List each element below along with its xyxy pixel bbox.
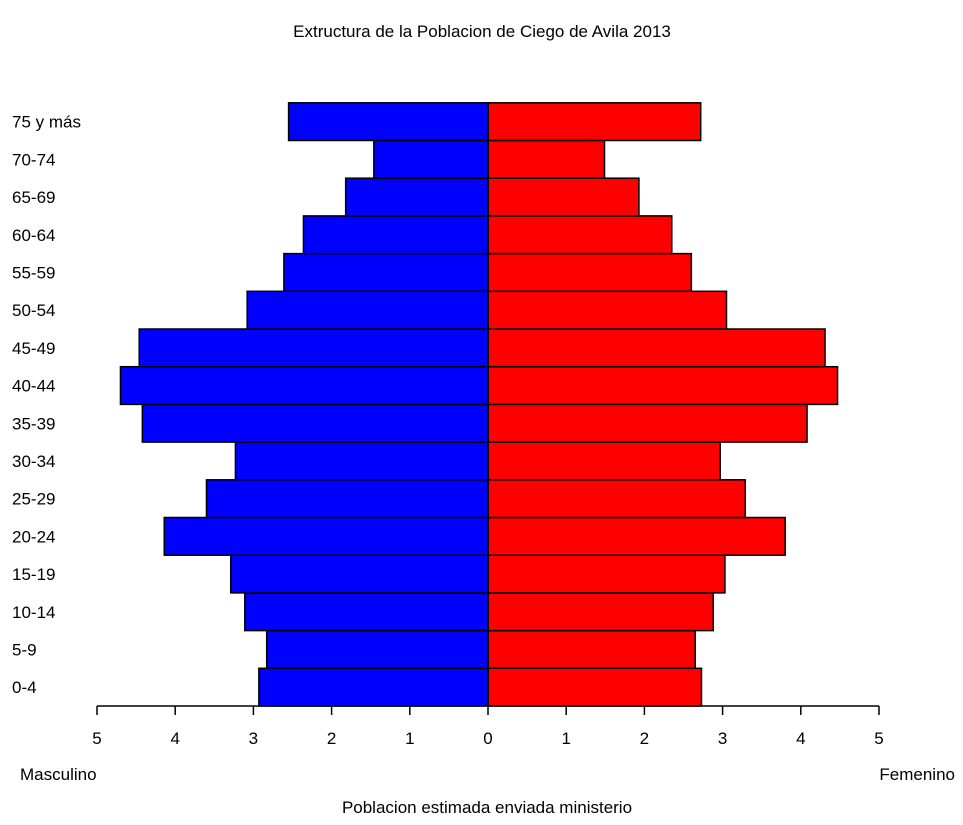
bar-femenino-75-y-m-s — [487, 102, 702, 142]
bar-femenino-40-44 — [487, 365, 839, 406]
x-tick-label: 2 — [640, 729, 649, 748]
age-label-10-14: 10-14 — [12, 603, 55, 622]
age-label-20-24: 20-24 — [12, 527, 55, 546]
bar-femenino-50-54 — [487, 290, 728, 330]
femenino-axis-label: Femenino — [879, 765, 955, 784]
x-tick-label: 3 — [249, 729, 258, 748]
bar-masculino-5-9 — [265, 629, 489, 670]
bar-femenino-20-24 — [487, 516, 786, 556]
masculino-axis-label: Masculino — [20, 765, 97, 784]
bar-femenino-30-34 — [487, 441, 722, 481]
bar-masculino-20-24 — [163, 516, 489, 556]
bar-masculino-60-64 — [302, 215, 489, 255]
bar-masculino-35-39 — [141, 403, 489, 443]
bar-femenino-70-74 — [487, 139, 606, 179]
bar-masculino-40-44 — [119, 365, 489, 406]
age-label-55-59: 55-59 — [12, 263, 55, 282]
bar-masculino-10-14 — [244, 592, 489, 632]
bar-masculino-65-69 — [344, 177, 489, 217]
x-tick-label: 5 — [874, 729, 883, 748]
age-label-5-9: 5-9 — [12, 640, 37, 659]
bar-masculino-75-y-m-s — [287, 102, 489, 142]
bar-masculino-15-19 — [229, 554, 489, 594]
age-label-35-39: 35-39 — [12, 414, 55, 433]
age-label-50-54: 50-54 — [12, 301, 55, 320]
bar-masculino-30-34 — [234, 441, 489, 481]
x-tick-label: 3 — [718, 729, 727, 748]
age-group-labels: 0-4 5-9 10-14 15-19 20-24 25-29 30-34 35-39 40-4… — [12, 113, 81, 698]
bar-femenino-55-59 — [487, 252, 693, 293]
x-tick-label: 0 — [483, 729, 492, 748]
bar-femenino-60-64 — [487, 215, 673, 255]
x-tick-label: 1 — [405, 729, 414, 748]
x-axis-title: Poblacion estimada enviada ministerio — [342, 798, 632, 817]
age-label-40-44: 40-44 — [12, 377, 55, 396]
x-axis-ticks: 5 4 3 2 1 0 1 2 3 4 5 — [92, 706, 884, 748]
age-label-15-19: 15-19 — [12, 565, 55, 584]
bar-femenino-35-39 — [487, 403, 808, 443]
x-tick-label: 2 — [327, 729, 336, 748]
age-label-60-64: 60-64 — [12, 226, 55, 245]
bar-femenino-15-19 — [487, 554, 726, 594]
age-label-0-4: 0-4 — [12, 678, 37, 697]
age-label-65-69: 65-69 — [12, 188, 55, 207]
bar-femenino-5-9 — [487, 629, 696, 670]
bar-femenino-45-49 — [487, 328, 826, 368]
x-tick-label: 4 — [796, 729, 805, 748]
age-label-75-y-m-s: 75 y más — [12, 113, 81, 132]
bar-masculino-70-74 — [373, 139, 489, 179]
masculino-bars — [119, 102, 489, 707]
x-tick-label: 5 — [92, 729, 101, 748]
age-label-25-29: 25-29 — [12, 490, 55, 509]
bar-femenino-0-4 — [487, 667, 703, 707]
age-label-30-34: 30-34 — [12, 452, 55, 471]
bar-femenino-25-29 — [487, 479, 747, 519]
x-tick-label: 4 — [170, 729, 179, 748]
bar-masculino-0-4 — [258, 667, 489, 707]
bar-masculino-25-29 — [205, 479, 489, 519]
bar-masculino-55-59 — [283, 252, 489, 293]
bar-femenino-10-14 — [487, 592, 714, 632]
chart-title: Extructura de la Poblacion de Ciego de A… — [293, 22, 671, 41]
age-label-70-74: 70-74 — [12, 150, 55, 169]
bar-masculino-50-54 — [246, 290, 489, 330]
bar-masculino-45-49 — [138, 328, 489, 368]
femenino-bars — [487, 102, 839, 707]
bar-femenino-65-69 — [487, 177, 640, 217]
x-tick-label: 1 — [561, 729, 570, 748]
age-label-45-49: 45-49 — [12, 339, 55, 358]
